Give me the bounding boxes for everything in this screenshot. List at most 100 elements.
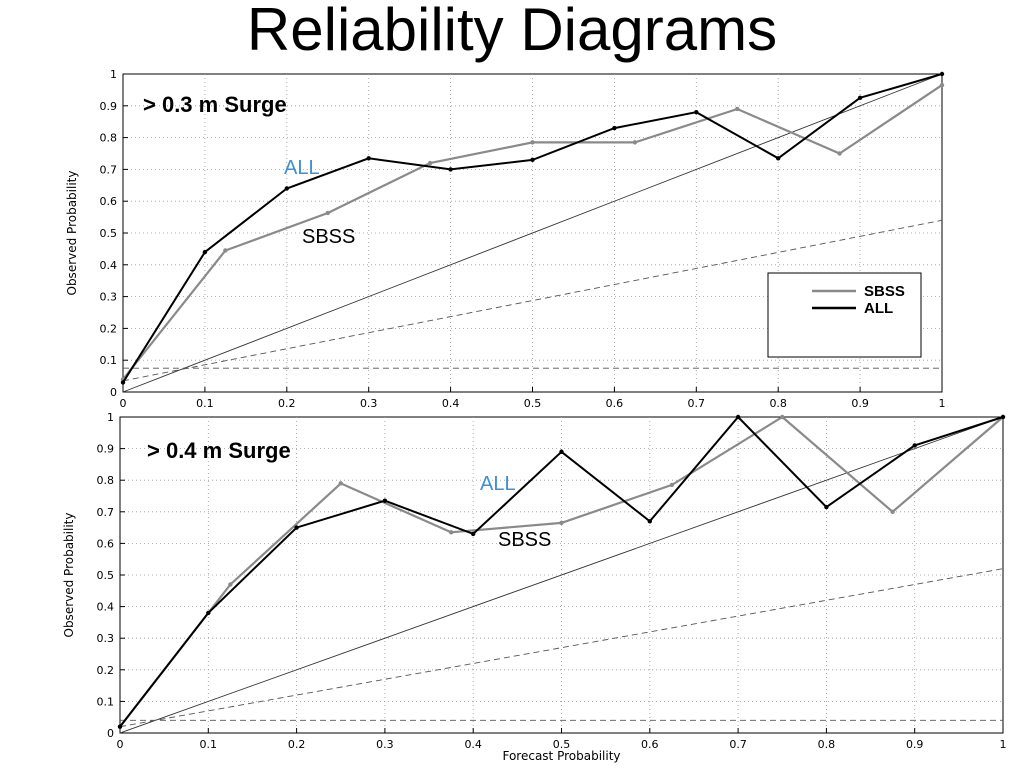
top-x-tick-label: 0.8 [769, 397, 787, 410]
top-series-sbss-point [735, 106, 740, 112]
bottom-x-tick-label: 0.1 [200, 738, 218, 751]
bottom-series-sbss-point [890, 509, 895, 514]
bottom-series-sbss-point [228, 582, 233, 587]
bottom-y-tick-label: 0.5 [97, 569, 115, 582]
top-series-all-point [612, 125, 617, 131]
top-annotation-sbss: SBSS [302, 226, 355, 248]
bottom-y-tick-label: 1 [107, 411, 114, 424]
bottom-x-tick-label: 0.7 [729, 738, 747, 751]
top-series-all-point [857, 95, 863, 101]
bottom-x-tick-label: 0.5 [553, 738, 571, 751]
bottom-y-tick-label: 0.9 [97, 443, 115, 456]
bottom-x-tick-label: 0.4 [464, 738, 482, 751]
bottom-x-tick-label: 0.6 [641, 738, 659, 751]
top-annotation-all: ALL [284, 157, 320, 179]
bottom-annotation-sbss: SBSS [498, 529, 551, 551]
top-ref-perfect-reliability [122, 73, 943, 393]
top-x-tick-label: 0 [120, 397, 127, 410]
top-legend-label-all: ALL [864, 300, 893, 317]
bottom-chart: 0 0.1 0.2 0.3 0.4 0.5 0.6 0.7 0.8 0.9 1 0 0.1 0.2 0.3 0… [62, 411, 1007, 763]
bottom-series-sbss-point [780, 414, 785, 420]
top-y-tick-label: 0.8 [100, 132, 118, 145]
bottom-series-sbss-point [559, 520, 564, 526]
top-y-axis-label: Observed Probability [65, 171, 79, 296]
bottom-panel-title: > 0.4 m Surge [147, 438, 291, 463]
bottom-y-tick-label: 0.7 [97, 506, 115, 519]
top-x-tick-label: 1 [939, 397, 946, 410]
top-y-tick-label: 0.6 [100, 195, 118, 208]
bottom-series-sbss-point [338, 481, 343, 486]
bottom-x-tick-label: 0.8 [818, 738, 836, 751]
top-y-tick-label: 0.1 [100, 354, 118, 367]
bottom-x-tick-label: 0.3 [376, 738, 394, 751]
top-series-all-point [694, 109, 699, 115]
slide-title: Reliability Diagrams [246, 0, 778, 63]
top-series-all-point [530, 157, 535, 163]
bottom-series-all-point [294, 525, 299, 530]
top-series-all-point [939, 71, 945, 77]
top-series-all-point [284, 186, 289, 191]
bottom-y-tick-label: 0.4 [97, 601, 115, 614]
top-x-tick-label: 0.4 [442, 397, 460, 410]
top-legend-label-sbss: SBSS [864, 283, 905, 300]
top-series-all-point [776, 156, 781, 161]
top-series-all-point [202, 249, 208, 255]
top-chart: 0 0.1 0.2 0.3 0.4 0.5 0.6 0.7 0.8 0.9 1 0 0.1 0.2 0.3 0… [65, 68, 946, 410]
top-series-all-point [120, 380, 126, 385]
top-series-sbss-point [325, 210, 330, 216]
top-y-tick-label: 0.3 [100, 291, 118, 304]
top-series-sbss-point [530, 140, 535, 145]
bottom-series-all-point [382, 498, 388, 503]
bottom-series-all-point [471, 531, 476, 537]
top-x-tick-label: 0.2 [278, 397, 296, 410]
bottom-y-tick-label: 0.8 [97, 474, 115, 487]
bottom-series-sbss-point [448, 530, 454, 535]
bottom-series-all-point [559, 449, 564, 454]
bottom-y-tick-label: 0.2 [97, 664, 115, 677]
top-x-tick-label: 0.7 [688, 397, 706, 410]
top-y-tick-label: 0 [110, 386, 117, 399]
bottom-x-tick-label: 1 [1000, 738, 1007, 751]
top-x-tick-label: 0.3 [360, 397, 378, 410]
bottom-x-tick-label: 0 [117, 738, 124, 751]
top-series-sbss-point [427, 160, 433, 166]
bottom-series-all-point [1000, 414, 1006, 420]
top-ref-no-skill [122, 219, 943, 382]
top-y-tick-label: 1 [110, 68, 117, 81]
bottom-series-all-point [206, 610, 211, 616]
bottom-y-tick-label: 0.1 [97, 695, 115, 708]
bottom-series-all-point [735, 414, 741, 420]
top-x-tick-label: 0.5 [524, 397, 542, 410]
bottom-series-all-point [647, 519, 652, 524]
bottom-y-axis-label: Observed Probability [62, 513, 76, 638]
top-x-tick-label: 0.6 [606, 397, 624, 410]
top-series-all-point [448, 167, 453, 172]
top-panel-title: > 0.3 m Surge [143, 92, 287, 117]
top-y-tick-label: 0.7 [100, 163, 118, 176]
bottom-annotation-all: ALL [480, 473, 516, 495]
top-y-tick-label: 0.5 [100, 227, 118, 240]
bottom-series-all-point [117, 724, 123, 729]
top-x-tick-label: 0.9 [851, 397, 869, 410]
top-legend-box [767, 272, 922, 358]
bottom-x-axis-label: Forecast Probability [502, 749, 620, 763]
top-series-sbss-point [632, 140, 638, 145]
top-series-sbss-point [223, 248, 228, 253]
top-series-all-point [366, 156, 371, 161]
bottom-series-sbss-point [669, 482, 675, 488]
top-x-tick-label: 0.1 [196, 397, 214, 410]
top-y-tick-label: 0.4 [100, 259, 118, 272]
bottom-ref-perfect-reliability [119, 416, 1004, 734]
bottom-y-tick-label: 0 [107, 727, 114, 740]
bottom-x-tick-label: 0.9 [906, 738, 924, 751]
top-series-sbss-point [837, 151, 842, 156]
bottom-series-all-point [912, 443, 917, 448]
top-y-tick-label: 0.2 [100, 322, 118, 335]
top-y-tick-label: 0.9 [100, 100, 118, 113]
bottom-y-tick-label: 0.6 [97, 537, 115, 550]
top-series-sbss-point [939, 82, 945, 88]
bottom-series-all-point [824, 504, 829, 510]
bottom-y-tick-label: 0.3 [97, 632, 115, 645]
